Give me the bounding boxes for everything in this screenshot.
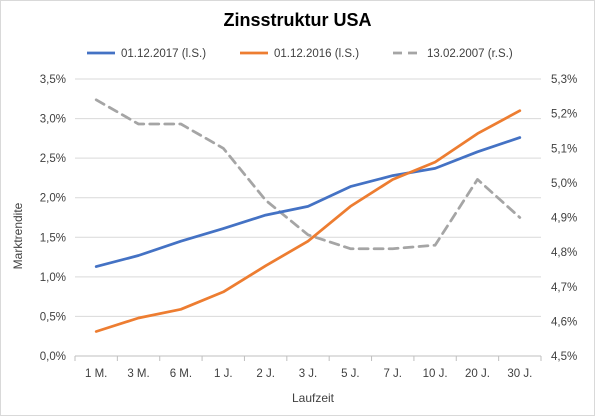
data-point [95, 99, 97, 101]
y-right-tick-label: 5,3% [551, 74, 577, 86]
data-point [349, 185, 351, 187]
y-right-tick-label: 4,5% [551, 351, 577, 363]
y-left-tick-label: 0,0% [40, 351, 66, 363]
data-point [476, 151, 478, 153]
x-tick-label: 7 J. [383, 368, 402, 380]
data-point [264, 199, 266, 201]
y-left-tick-label: 2,0% [40, 193, 66, 205]
y-right-tick-label: 4,9% [551, 213, 577, 225]
data-point [392, 247, 394, 249]
x-tick-label: 1 M. [85, 368, 107, 380]
legend-label: 01.12.2017 (l.S.) [121, 48, 206, 60]
data-point [95, 265, 97, 267]
data-point [264, 265, 266, 267]
legend-label: 13.02.2007 (r.S.) [427, 48, 513, 60]
y-right-tick-label: 5,1% [551, 143, 577, 155]
data-point [307, 205, 309, 207]
data-point [392, 178, 394, 180]
data-point [349, 205, 351, 207]
data-point [434, 167, 436, 169]
legend: 01.12.2017 (l.S.) 01.12.2016 (l.S.) 13.02.… [87, 48, 513, 60]
x-tick-label: 3 M. [127, 368, 149, 380]
data-point [180, 240, 182, 242]
y-left-tick-label: 0,5% [40, 311, 66, 323]
data-point [434, 161, 436, 163]
y-right-tick-label: 4,6% [551, 316, 577, 328]
x-tick-label: 20 J. [465, 368, 490, 380]
gridlines [75, 78, 541, 357]
x-tick-label: 3 J. [299, 368, 318, 380]
data-point [307, 234, 309, 236]
data-point [476, 132, 478, 134]
data-point [349, 247, 351, 249]
x-axis-title: Laufzeit [292, 391, 335, 405]
data-point [519, 136, 521, 138]
x-tick-label: 10 J. [423, 368, 448, 380]
data-point [137, 317, 139, 319]
y-right-tick-label: 4,8% [551, 247, 577, 259]
data-point [95, 330, 97, 332]
x-tick-label: 30 J. [507, 368, 532, 380]
x-tick-label: 6 M. [170, 368, 192, 380]
data-point [180, 308, 182, 310]
data-point [222, 291, 224, 293]
y-left-tick-label: 2,5% [40, 153, 66, 165]
y-left-tick-label: 1,5% [40, 232, 66, 244]
data-point [476, 178, 478, 180]
y-right-tick-label: 4,7% [551, 282, 577, 294]
y-left-tick-label: 3,0% [40, 114, 66, 126]
series-line [94, 109, 522, 333]
data-point [137, 254, 139, 256]
x-tick-label: 5 J. [341, 368, 360, 380]
data-point [222, 147, 224, 149]
series-layer [94, 98, 522, 333]
legend-label: 01.12.2016 (l.S.) [274, 48, 359, 60]
data-point [519, 216, 521, 218]
data-point [434, 244, 436, 246]
y-right-tick-label: 5,0% [551, 178, 577, 190]
data-point [264, 214, 266, 216]
y-right-tick-label: 5,2% [551, 109, 577, 121]
data-point [392, 174, 394, 176]
chart-title: Zinsstruktur USA [223, 10, 372, 30]
series-line [94, 98, 522, 251]
data-point [137, 123, 139, 125]
x-tick-label: 1 J. [214, 368, 233, 380]
series-line [94, 136, 522, 268]
y-axis-title: Marktrendite [11, 202, 25, 269]
y-left-tick-label: 1,0% [40, 272, 66, 284]
data-point [519, 109, 521, 111]
axes: 0,0% 0,5% 1,0% 1,5% 2,0% 2,5% 3,0% 3,5% 4,5% 4,6%… [40, 74, 577, 380]
data-point [222, 227, 224, 229]
data-point [180, 123, 182, 125]
y-left-tick-label: 3,5% [40, 74, 66, 86]
x-tick-label: 2 J. [256, 368, 275, 380]
data-point [307, 240, 309, 242]
